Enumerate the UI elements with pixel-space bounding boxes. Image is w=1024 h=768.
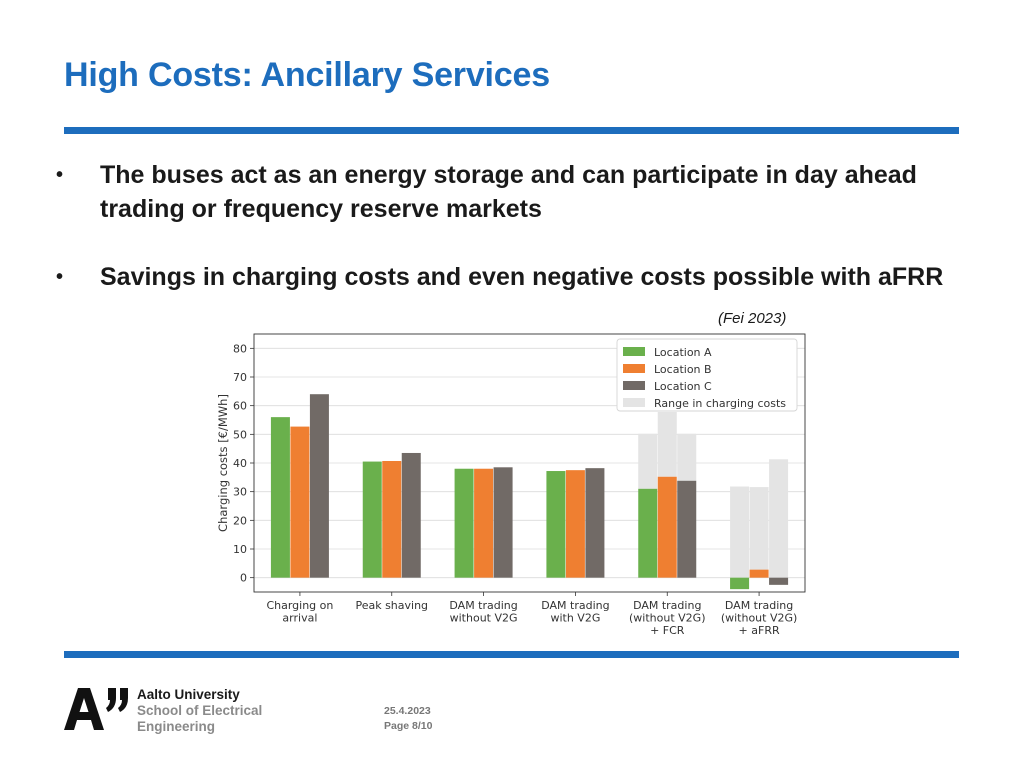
x-tick-label: DAM trading bbox=[449, 599, 517, 612]
bar-location-b bbox=[565, 470, 585, 578]
y-tick-label: 30 bbox=[233, 486, 247, 499]
y-tick-label: 20 bbox=[233, 514, 247, 527]
legend-swatch bbox=[623, 381, 645, 390]
bullet-marker: • bbox=[56, 164, 64, 186]
bar-location-c bbox=[677, 480, 697, 578]
footer-page: Page 8/10 bbox=[384, 720, 433, 732]
bullet-1-text: The buses act as an energy storage and c… bbox=[100, 161, 917, 223]
university-block: Aalto University School of Electrical En… bbox=[137, 687, 262, 735]
x-tick-label: DAM trading bbox=[633, 599, 701, 612]
x-tick-label: without V2G bbox=[450, 612, 518, 625]
bar-location-b bbox=[382, 460, 402, 578]
range-bar bbox=[677, 433, 697, 481]
legend-swatch bbox=[623, 347, 645, 356]
bar-location-a bbox=[546, 471, 566, 578]
school-line-2: Engineering bbox=[137, 719, 216, 734]
range-bar bbox=[657, 411, 677, 477]
range-bar bbox=[769, 459, 789, 585]
bar-location-a bbox=[362, 461, 382, 578]
plot-frame bbox=[253, 333, 806, 593]
x-tick-label: arrival bbox=[282, 612, 317, 625]
bar-location-a bbox=[270, 417, 290, 578]
aalto-logo bbox=[64, 688, 128, 730]
y-axis-label: Charging costs [€/MWh] bbox=[216, 394, 230, 532]
slide-title: High Costs: Ancillary Services bbox=[64, 56, 550, 94]
x-tick-label: DAM trading bbox=[541, 599, 609, 612]
bullet-2-text: Savings in charging costs and even negat… bbox=[100, 263, 944, 291]
bar-location-c bbox=[309, 394, 329, 578]
x-tick-label: DAM trading bbox=[725, 599, 793, 612]
bar-location-b bbox=[749, 569, 769, 578]
footer-meta: 25.4.2023 Page 8/10 bbox=[384, 704, 432, 734]
bar-location-b bbox=[657, 476, 677, 578]
legend-label: Location A bbox=[654, 346, 712, 359]
range-bar bbox=[638, 433, 658, 489]
bar-location-a bbox=[454, 468, 474, 578]
x-tick-label: + FCR bbox=[650, 624, 685, 635]
y-tick-label: 50 bbox=[233, 428, 247, 441]
legend-label: Location B bbox=[654, 363, 712, 376]
y-tick-label: 70 bbox=[233, 371, 247, 384]
bar-location-b bbox=[474, 468, 494, 578]
bullet-marker: • bbox=[56, 266, 64, 288]
school-line-1: School of Electrical bbox=[137, 703, 263, 718]
top-divider bbox=[64, 127, 959, 134]
x-tick-label: Peak shaving bbox=[355, 599, 428, 612]
bottom-divider bbox=[64, 651, 959, 658]
footer-date: 25.4.2023 bbox=[384, 705, 431, 717]
legend-box bbox=[616, 338, 798, 412]
y-tick-label: 80 bbox=[233, 342, 247, 355]
x-tick-label: with V2G bbox=[550, 612, 600, 625]
citation: (Fei 2023) bbox=[718, 310, 787, 327]
y-tick-label: 0 bbox=[240, 572, 247, 585]
x-tick-label: + aFRR bbox=[739, 624, 780, 635]
legend-swatch bbox=[623, 364, 645, 373]
x-tick-label: (without V2G) bbox=[629, 612, 705, 625]
x-tick-label: Charging on bbox=[266, 599, 333, 612]
y-tick-label: 10 bbox=[233, 543, 247, 556]
legend-swatch bbox=[623, 398, 645, 407]
bar-location-c bbox=[769, 577, 789, 585]
bar-location-b bbox=[290, 426, 310, 578]
bar-location-c bbox=[585, 468, 605, 578]
range-bar bbox=[749, 487, 769, 570]
legend-label: Location C bbox=[654, 380, 712, 393]
bar-location-a bbox=[730, 577, 750, 590]
bar-location-a bbox=[638, 488, 658, 578]
bar-location-c bbox=[493, 467, 513, 578]
range-bar bbox=[730, 486, 750, 590]
y-tick-label: 60 bbox=[233, 400, 247, 413]
legend-label: Range in charging costs bbox=[654, 397, 786, 410]
university-name: Aalto University bbox=[137, 687, 240, 702]
x-tick-label: (without V2G) bbox=[721, 612, 797, 625]
y-tick-label: 40 bbox=[233, 457, 247, 470]
bar-location-c bbox=[401, 452, 421, 578]
